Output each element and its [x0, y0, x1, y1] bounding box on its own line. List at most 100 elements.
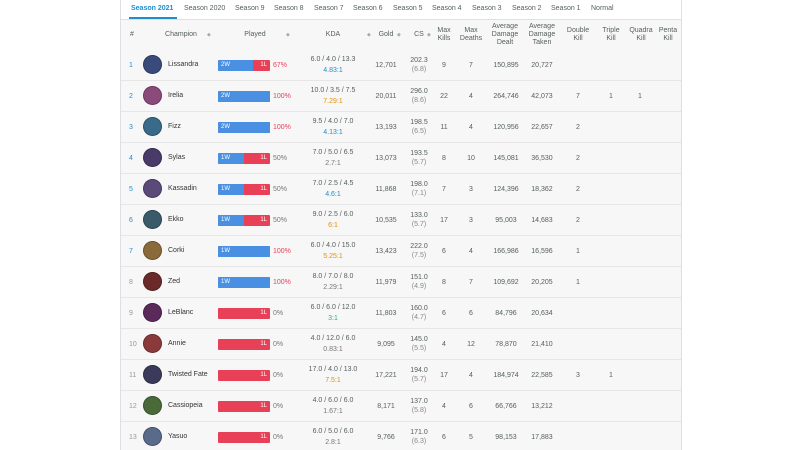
avg-damage-dealt: 95,003	[495, 217, 517, 224]
champion-avatar[interactable]	[143, 396, 162, 415]
champion-avatar[interactable]	[143, 272, 162, 291]
avg-damage-taken: 14,683	[531, 217, 553, 224]
kda-ratio: 1.67:1	[323, 408, 343, 415]
champion-name[interactable]: Corki	[168, 247, 185, 254]
col-rank[interactable]: #	[130, 31, 134, 38]
table-row[interactable]: 11 Twisted Fate 1L 0% 17.0 / 4.0 / 13.0 7.5:1…	[121, 360, 681, 391]
tab-season-6[interactable]: Season 6	[353, 5, 383, 12]
col-champion[interactable]: Champion	[165, 31, 197, 38]
table-row[interactable]: 1 Lissandra 2W 1L 67% 6.0 / 4.0 / 13.3 4.83:1 1…	[121, 50, 681, 81]
col-penta-kill[interactable]: Penta Kill	[658, 27, 678, 42]
table-row[interactable]: 6 Ekko 1W 1L 50% 9.0 / 2.5 / 6.0 6:1 10,535 133.…	[121, 205, 681, 236]
tab-season-5[interactable]: Season 5	[393, 5, 423, 12]
max-kills: 6	[442, 434, 446, 441]
tab-season-2020[interactable]: Season 2020	[184, 5, 226, 12]
win-rate: 50%	[273, 155, 288, 162]
col-quadra-kill[interactable]: Quadra Kill	[629, 27, 653, 42]
champion-name[interactable]: Sylas	[168, 154, 186, 161]
champion-avatar[interactable]	[143, 210, 162, 229]
champion-name[interactable]: Kassadin	[168, 185, 197, 192]
tab-season-8[interactable]: Season 8	[274, 5, 304, 12]
tab-season-4[interactable]: Season 4	[432, 5, 462, 12]
champion-avatar[interactable]	[143, 365, 162, 384]
tab-season-7[interactable]: Season 7	[314, 5, 344, 12]
cs-per-min: (4.7)	[411, 314, 427, 321]
wins-label: 1W	[221, 186, 230, 192]
rank-number: 6	[129, 217, 133, 224]
table-row[interactable]: 12 Cassiopeia 1L 0% 4.0 / 6.0 / 6.0 1.67:1 8,1…	[121, 391, 681, 422]
wins-label: 2W	[221, 62, 230, 68]
win-loss-bar: 1W 1L	[218, 153, 270, 164]
cs-per-min: (6.3)	[411, 438, 427, 445]
win-loss-bar: 1L	[218, 308, 270, 319]
col-max-deaths[interactable]: Max Deaths	[459, 27, 483, 42]
win-rate: 67%	[273, 62, 288, 69]
table-row[interactable]: 10 Annie 1L 0% 4.0 / 12.0 / 6.0 0.83:1 9,095 14…	[121, 329, 681, 360]
wins-label: 1W	[221, 155, 230, 161]
champion-avatar[interactable]	[143, 86, 162, 105]
tab-season-2[interactable]: Season 2	[512, 5, 542, 12]
max-kills: 22	[440, 93, 448, 100]
max-deaths: 4	[469, 93, 473, 100]
col-kda[interactable]: KDA	[325, 31, 341, 38]
max-deaths: 7	[469, 279, 473, 286]
tab-season-3[interactable]: Season 3	[472, 5, 502, 12]
champion-avatar[interactable]	[143, 427, 162, 446]
tab-season-2021[interactable]: Season 2021	[131, 5, 174, 12]
max-deaths: 6	[469, 403, 473, 410]
champion-name[interactable]: Fizz	[168, 123, 181, 130]
rank-number: 11	[129, 372, 137, 379]
champion-name[interactable]: Zed	[168, 278, 181, 285]
kda-ratio: 4.83:1	[323, 67, 343, 74]
tab-normal[interactable]: Normal	[591, 5, 614, 12]
champion-name[interactable]: Lissandra	[168, 61, 199, 68]
avg-damage-dealt: 98,153	[495, 434, 517, 441]
champion-avatar[interactable]	[143, 334, 162, 353]
table-row[interactable]: 8 Zed 1W 100% 8.0 / 7.0 / 8.0 2.29:1 11,979 151…	[121, 267, 681, 298]
kda-values: 6.0 / 6.0 / 12.0	[310, 304, 356, 311]
champion-avatar[interactable]	[143, 179, 162, 198]
champion-avatar[interactable]	[143, 303, 162, 322]
win-loss-bar: 2W	[218, 91, 270, 102]
champion-name[interactable]: Annie	[168, 340, 186, 347]
col-triple-kill[interactable]: Triple Kill	[602, 27, 620, 42]
col-max-kills[interactable]: Max Kills	[437, 27, 451, 42]
table-row[interactable]: 2 Irelia 2W 100% 10.0 / 3.5 / 7.5 7.29:1 20,01…	[121, 81, 681, 112]
table-row[interactable]: 7 Corki 1W 100% 6.0 / 4.0 / 15.0 5.25:1 13,423…	[121, 236, 681, 267]
avg-damage-taken: 20,205	[531, 279, 553, 286]
col-played[interactable]: Played	[244, 31, 266, 38]
champion-name[interactable]: Ekko	[168, 216, 184, 223]
kda-ratio: 3:1	[328, 315, 338, 322]
triple-kills: 1	[609, 372, 613, 379]
table-row[interactable]: 4 Sylas 1W 1L 50% 7.0 / 5.0 / 6.5 2.7:1 13,073 1…	[121, 143, 681, 174]
table-row[interactable]: 3 Fizz 2W 100% 9.5 / 4.0 / 7.0 4.13:1 13,193 19…	[121, 112, 681, 143]
double-kills: 7	[576, 93, 580, 100]
win-rate: 100%	[273, 93, 291, 100]
champion-name[interactable]: Cassiopeia	[168, 402, 203, 409]
champion-name[interactable]: LeBlanc	[168, 309, 194, 316]
col-avg-damage-dealt[interactable]: Average Damage Dealt	[491, 23, 519, 46]
champion-avatar[interactable]	[143, 241, 162, 260]
champion-avatar[interactable]	[143, 55, 162, 74]
champion-avatar[interactable]	[143, 148, 162, 167]
col-avg-damage-taken[interactable]: Average Damage Taken	[528, 23, 556, 46]
col-double-kill[interactable]: Double Kill	[566, 27, 590, 42]
avg-damage-dealt: 124,396	[493, 186, 519, 193]
table-row[interactable]: 5 Kassadin 1W 1L 50% 7.0 / 2.5 / 4.5 4.6:1 11,8…	[121, 174, 681, 205]
champion-name[interactable]: Yasuo	[168, 433, 188, 440]
max-kills: 4	[442, 341, 446, 348]
table-row[interactable]: 9 LeBlanc 1L 0% 6.0 / 6.0 / 12.0 3:1 11,803 160…	[121, 298, 681, 329]
win-loss-bar: 2W	[218, 122, 270, 133]
champion-avatar[interactable]	[143, 117, 162, 136]
col-cs[interactable]: CS	[414, 31, 424, 38]
quadra-kills: 1	[638, 93, 642, 100]
col-gold[interactable]: Gold	[378, 31, 394, 38]
champion-name[interactable]: Twisted Fate	[168, 371, 208, 378]
avg-damage-taken: 21,410	[531, 341, 553, 348]
win-rate: 50%	[273, 217, 288, 224]
champion-name[interactable]: Irelia	[168, 92, 184, 99]
table-row[interactable]: 13 Yasuo 1L 0% 6.0 / 5.0 / 6.0 2.8:1 9,766 171.…	[121, 422, 681, 450]
tab-season-1[interactable]: Season 1	[551, 5, 581, 12]
tab-season-9[interactable]: Season 9	[235, 5, 265, 12]
max-deaths: 4	[469, 248, 473, 255]
